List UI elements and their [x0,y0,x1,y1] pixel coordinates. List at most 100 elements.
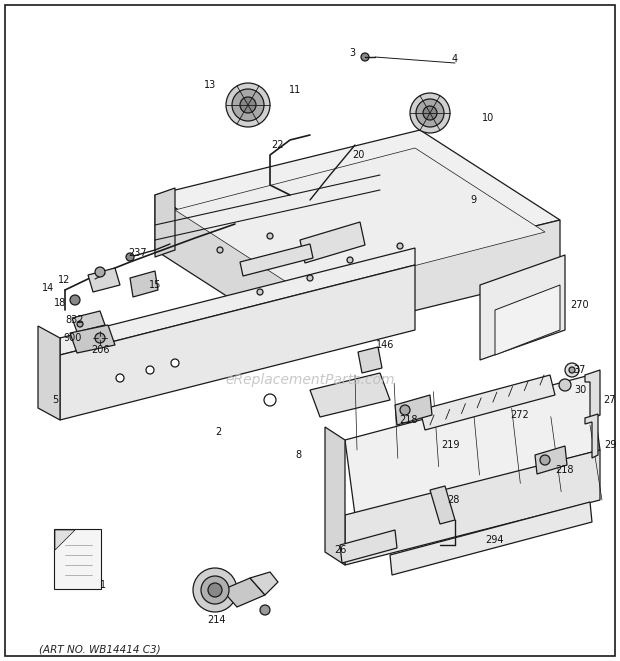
Text: 218: 218 [399,415,417,425]
Text: 22: 22 [272,140,284,150]
Text: 206: 206 [91,345,109,355]
Text: 272: 272 [511,410,529,420]
Polygon shape [585,370,600,420]
Polygon shape [88,268,120,292]
Circle shape [171,359,179,367]
Text: 270: 270 [570,300,590,310]
Circle shape [240,97,256,113]
Text: 8: 8 [295,450,301,460]
Polygon shape [395,395,432,425]
Text: 294: 294 [485,535,504,545]
Circle shape [569,367,575,373]
Text: 4: 4 [452,54,458,64]
Circle shape [193,568,237,612]
Circle shape [423,106,437,120]
Circle shape [264,394,276,406]
Circle shape [267,233,273,239]
Polygon shape [535,446,567,474]
Circle shape [540,455,550,465]
Circle shape [416,99,444,127]
Polygon shape [325,427,345,565]
Circle shape [410,93,450,133]
Text: 10: 10 [482,113,494,123]
Text: 28: 28 [447,495,459,505]
Text: 29: 29 [604,440,616,450]
Circle shape [347,257,353,263]
Polygon shape [60,248,415,355]
Circle shape [559,379,571,391]
Text: 2: 2 [215,427,221,437]
Text: 218: 218 [556,465,574,475]
Polygon shape [250,572,278,595]
Circle shape [307,275,313,281]
Polygon shape [60,265,415,420]
Polygon shape [300,222,365,263]
Polygon shape [358,347,382,373]
Text: 219: 219 [441,440,459,450]
Polygon shape [222,578,265,607]
Polygon shape [55,530,75,550]
Polygon shape [38,326,60,420]
Polygon shape [155,130,560,285]
Text: 832: 832 [66,315,84,325]
FancyBboxPatch shape [5,5,615,656]
Text: 1: 1 [100,580,106,590]
Polygon shape [175,148,545,294]
Text: (ART NO. WB14414 C3): (ART NO. WB14414 C3) [39,645,161,655]
Polygon shape [480,255,565,360]
Polygon shape [345,375,600,515]
Circle shape [77,321,83,327]
Circle shape [201,576,229,604]
Text: 26: 26 [334,545,346,555]
Text: 900: 900 [64,333,82,343]
Circle shape [126,253,134,261]
Circle shape [257,289,263,295]
Circle shape [70,295,80,305]
Circle shape [232,89,264,121]
Polygon shape [155,188,175,257]
FancyBboxPatch shape [54,529,101,589]
Circle shape [116,374,124,382]
Circle shape [208,583,222,597]
Polygon shape [240,244,313,276]
Text: 37: 37 [574,365,586,375]
Polygon shape [430,486,455,524]
Text: 18: 18 [54,298,66,308]
Text: 5: 5 [52,395,58,405]
Text: 13: 13 [204,80,216,90]
Circle shape [95,267,105,277]
Polygon shape [345,450,600,565]
Text: 14: 14 [42,283,54,293]
Polygon shape [70,325,115,353]
Circle shape [400,405,410,415]
Text: 214: 214 [206,615,225,625]
Text: 146: 146 [376,340,394,350]
Circle shape [226,83,270,127]
Polygon shape [390,502,592,575]
Text: 27: 27 [604,395,616,405]
Polygon shape [295,220,560,340]
Text: 11: 11 [289,85,301,95]
Polygon shape [585,414,598,458]
Polygon shape [130,271,158,297]
Circle shape [217,247,223,253]
Circle shape [565,363,579,377]
Circle shape [95,333,105,343]
Text: 12: 12 [58,275,70,285]
Text: 237: 237 [129,248,148,258]
Polygon shape [420,375,555,430]
Text: 30: 30 [574,385,586,395]
Circle shape [146,366,154,374]
Polygon shape [495,285,560,355]
Polygon shape [310,373,390,417]
Polygon shape [155,195,295,340]
Text: 9: 9 [470,195,476,205]
Circle shape [260,605,270,615]
Text: eReplacementParts.com: eReplacementParts.com [225,373,395,387]
Circle shape [361,53,369,61]
Circle shape [397,243,403,249]
Text: 15: 15 [149,280,161,290]
Polygon shape [72,311,105,332]
Polygon shape [340,530,397,563]
Text: 3: 3 [349,48,355,58]
